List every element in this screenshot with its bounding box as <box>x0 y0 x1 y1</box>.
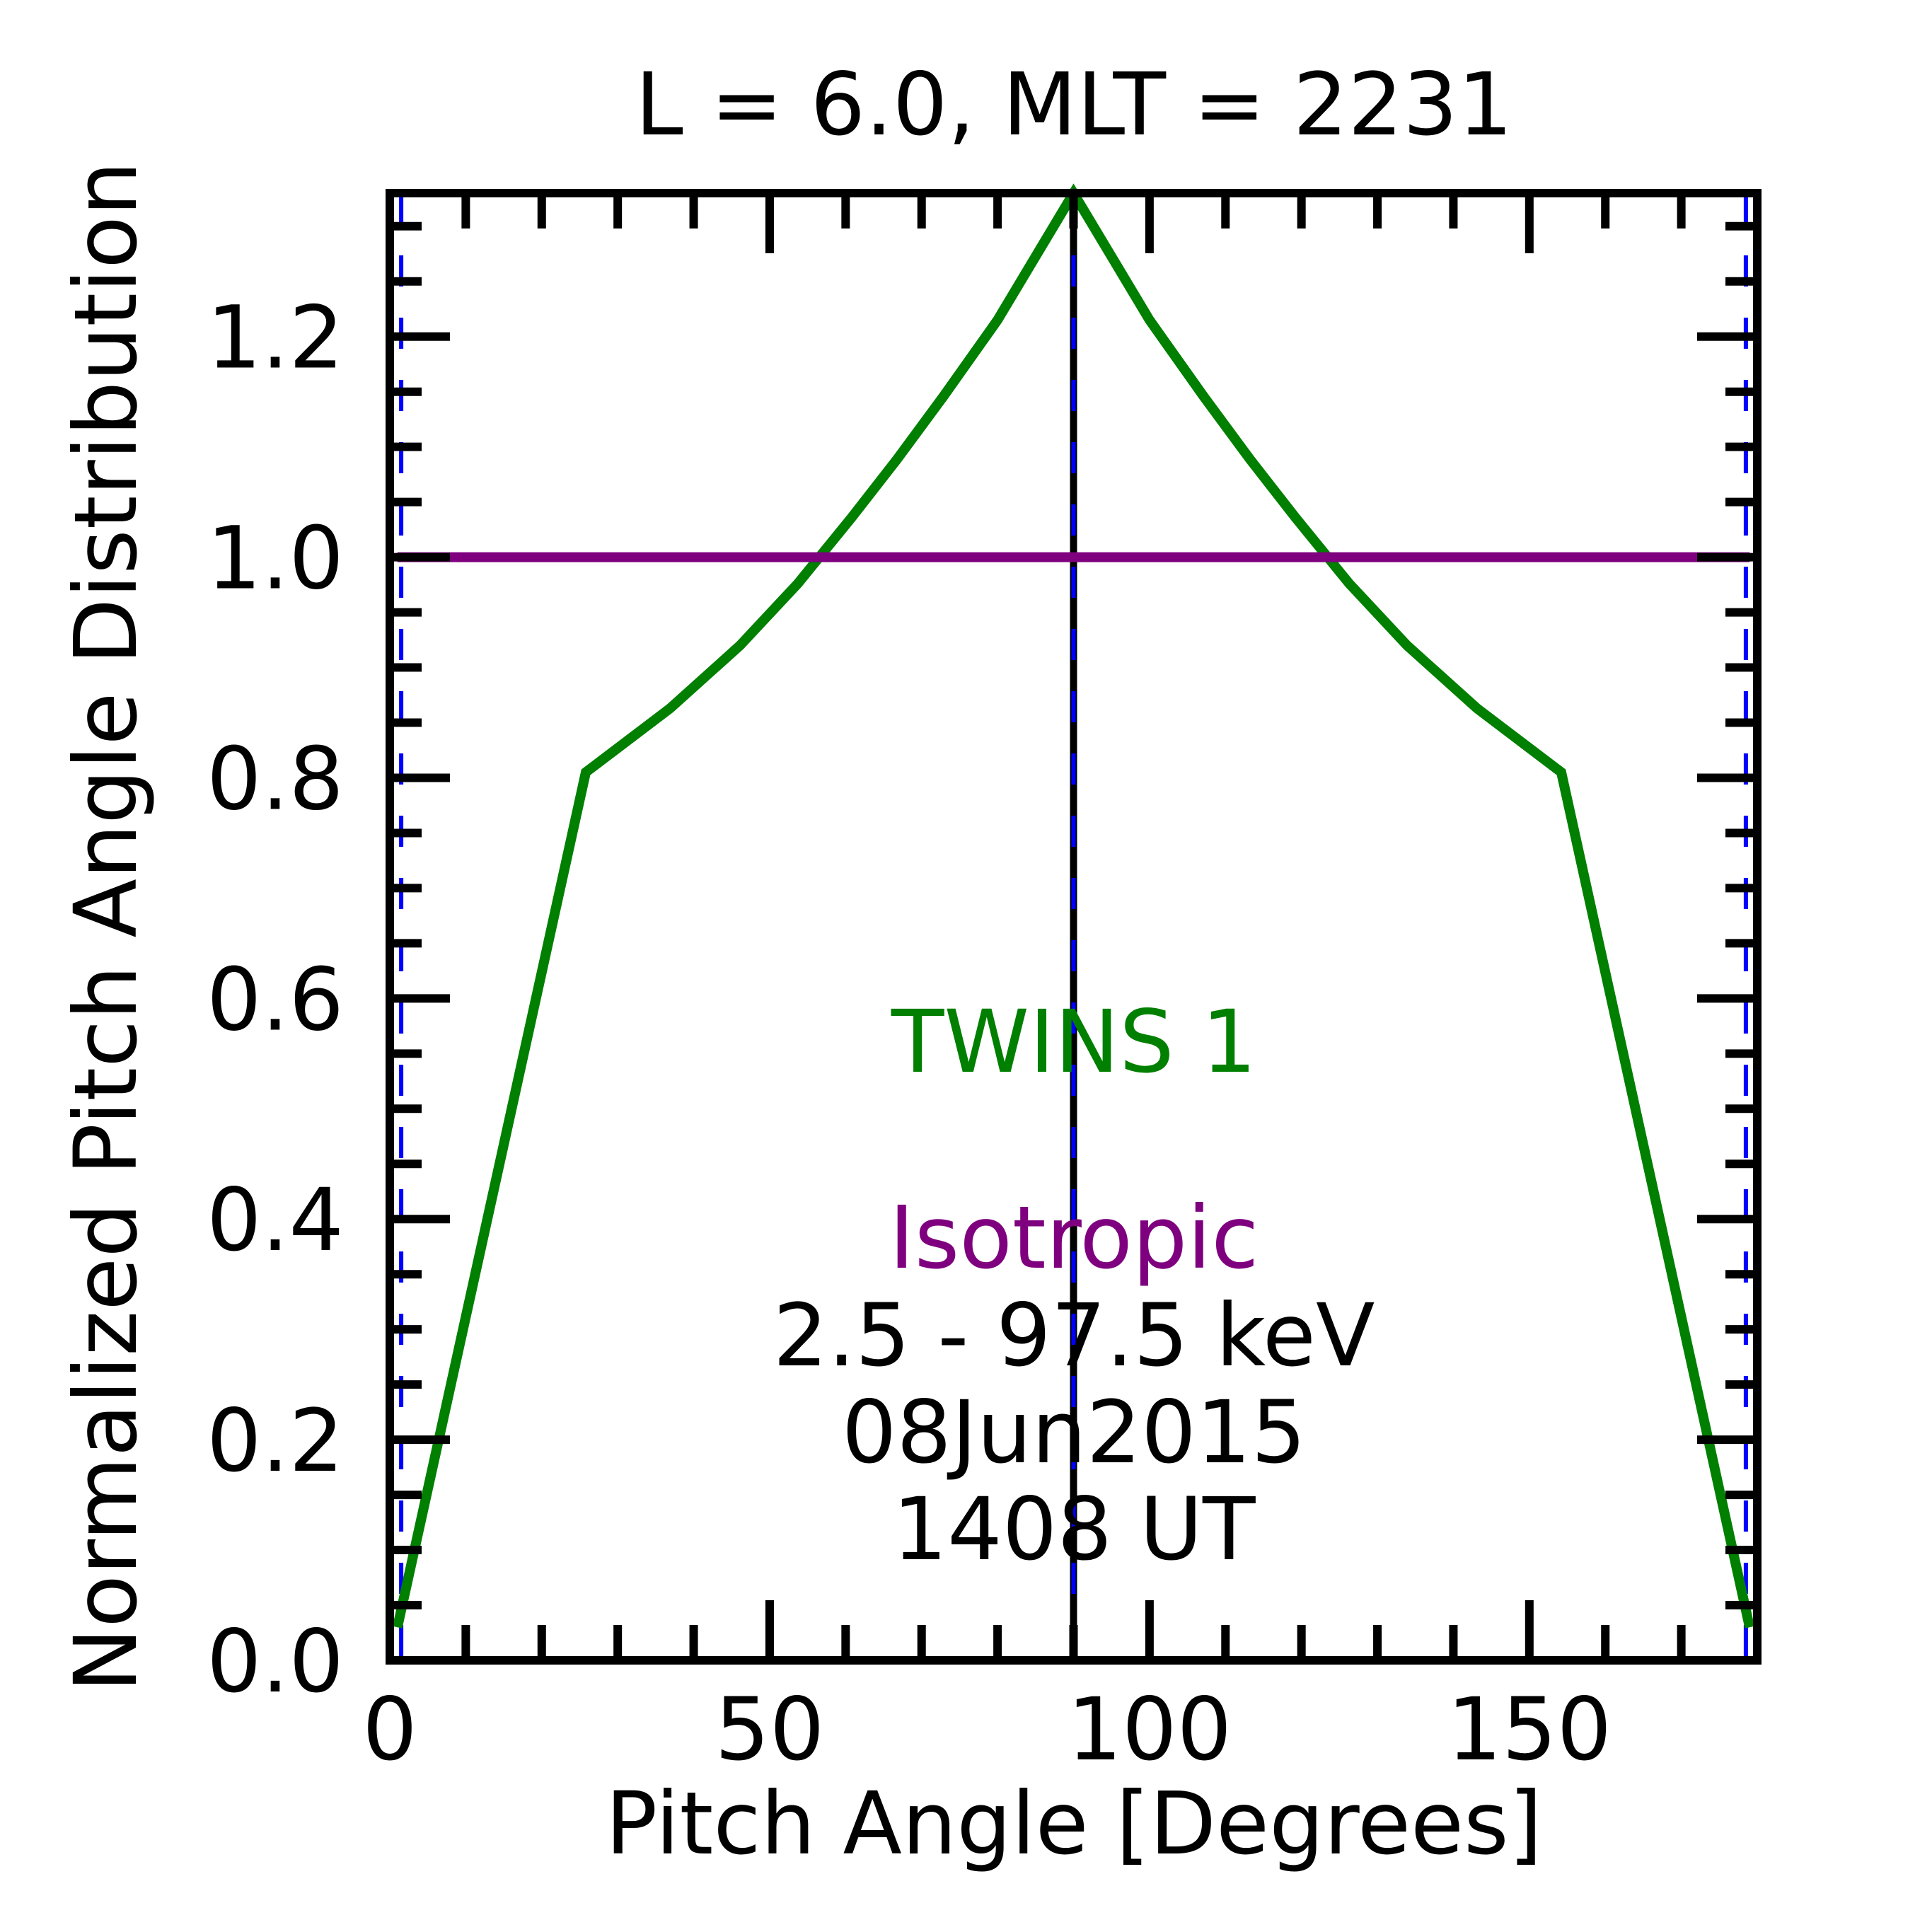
annotation-model: Isotropic <box>889 1188 1259 1288</box>
x-axis-label: Pitch Angle [Degrees] <box>606 1774 1543 1874</box>
y-tick-label: 1.2 <box>207 288 344 388</box>
y-tick-label: 1.0 <box>207 509 344 609</box>
y-tick-label: 0.6 <box>207 949 344 1050</box>
y-axis-label: Normalized Pitch Angle Distribution <box>56 161 156 1692</box>
x-tick-label: 50 <box>715 1679 824 1780</box>
y-tick-label: 0.2 <box>207 1391 344 1491</box>
y-tick-label: 0.0 <box>207 1612 344 1712</box>
x-tick-label: 0 <box>362 1679 417 1780</box>
annotation-energy: 2.5 - 97.5 keV <box>773 1285 1375 1386</box>
chart-title: L = 6.0, MLT = 2231 <box>635 54 1513 155</box>
x-tick-label: 150 <box>1447 1679 1612 1780</box>
annotation-time: 1408 UT <box>892 1479 1256 1580</box>
plot-frame <box>386 189 1762 1665</box>
y-tick-label: 0.4 <box>207 1170 344 1271</box>
annotation-instrument: TWINS 1 <box>891 992 1256 1092</box>
x-tick-label: 100 <box>1067 1679 1232 1780</box>
annotation-date: 08Jun2015 <box>842 1382 1306 1483</box>
y-tick-label: 0.8 <box>207 729 344 829</box>
